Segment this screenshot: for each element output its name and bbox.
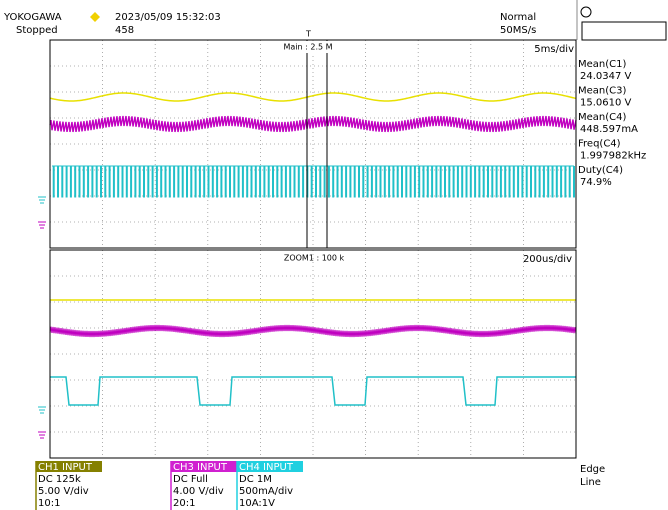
channel-coupling: DC 125k (38, 474, 81, 485)
channel-name: CH1 INPUT (38, 462, 93, 473)
channel-probe: 10A:1V (239, 498, 275, 509)
channel-name: CH4 INPUT (239, 462, 294, 473)
channel-probe: 20:1 (173, 498, 195, 509)
page: {"header": {"brand": "YOKOGAWA", "dateti… (0, 0, 668, 510)
trigger-marker: T (305, 30, 311, 39)
zoom-label: ZOOM1 : 100 k (284, 254, 345, 263)
measurement-label: Mean(C4) (578, 112, 626, 123)
channel-coupling: DC 1M (239, 474, 272, 485)
main-timebase: 5ms/div (534, 44, 574, 55)
measurement-value: 1.997982kHz (580, 151, 646, 162)
trigger-source: Line (580, 477, 601, 488)
channel-name: CH3 INPUT (173, 462, 228, 473)
mode: Normal (500, 12, 536, 23)
channel-coupling: DC Full (173, 474, 208, 485)
channel-probe: 10:1 (38, 498, 60, 509)
measurement-value: 448.597mA (580, 124, 638, 135)
measurement-label: Duty(C4) (578, 165, 623, 176)
zoom-timebase: 200us/div (523, 254, 572, 265)
channel-scale: 4.00 V/div (173, 486, 224, 497)
measurement-value: 74.9% (580, 177, 612, 188)
brand: YOKOGAWA (3, 12, 62, 23)
datetime: 2023/05/09 15:32:03 (115, 12, 221, 23)
main-label: Main : 2.5 M (283, 43, 332, 52)
measurement-label: Mean(C1) (578, 59, 626, 70)
status: Stopped (16, 25, 58, 36)
measurement-value: 24.0347 V (580, 71, 632, 82)
sample-rate: 50MS/s (500, 25, 536, 36)
measurement-label: Freq(C4) (578, 139, 621, 150)
scope-screen: YOKOGAWA 2023/05/09 15:32:03 Stopped 458… (0, 0, 668, 510)
channel-scale: 5.00 V/div (38, 486, 89, 497)
trigger-type: Edge (580, 464, 605, 475)
measurement-value: 15.0610 V (580, 98, 632, 109)
channel-scale: 500mA/div (239, 486, 293, 497)
count: 458 (115, 25, 134, 36)
measurement-label: Mean(C3) (578, 86, 626, 97)
